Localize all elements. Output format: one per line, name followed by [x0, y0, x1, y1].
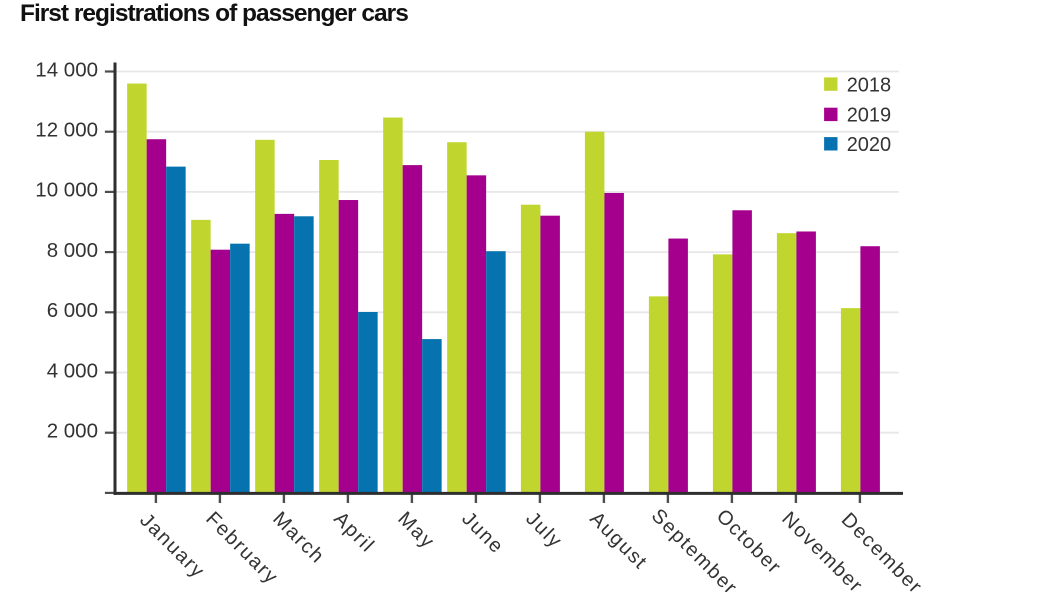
svg-text:10 000: 10 000	[35, 179, 98, 202]
svg-text:2019: 2019	[847, 105, 892, 127]
svg-text:6 000: 6 000	[47, 299, 98, 322]
svg-text:April: April	[329, 508, 379, 558]
svg-text:June: June	[457, 508, 508, 559]
svg-text:12 000: 12 000	[35, 119, 98, 142]
svg-text:August: August	[585, 508, 651, 574]
svg-text:2018: 2018	[847, 74, 892, 96]
svg-text:8 000: 8 000	[47, 239, 98, 262]
svg-text:4 000: 4 000	[47, 359, 98, 382]
svg-text:14 000: 14 000	[35, 58, 98, 81]
svg-text:July: July	[521, 508, 566, 553]
svg-text:2 000: 2 000	[47, 420, 98, 443]
svg-text:May: May	[393, 508, 439, 554]
svg-text:March: March	[268, 508, 329, 569]
svg-text:January: January	[135, 509, 209, 583]
svg-text:2020: 2020	[847, 134, 892, 156]
